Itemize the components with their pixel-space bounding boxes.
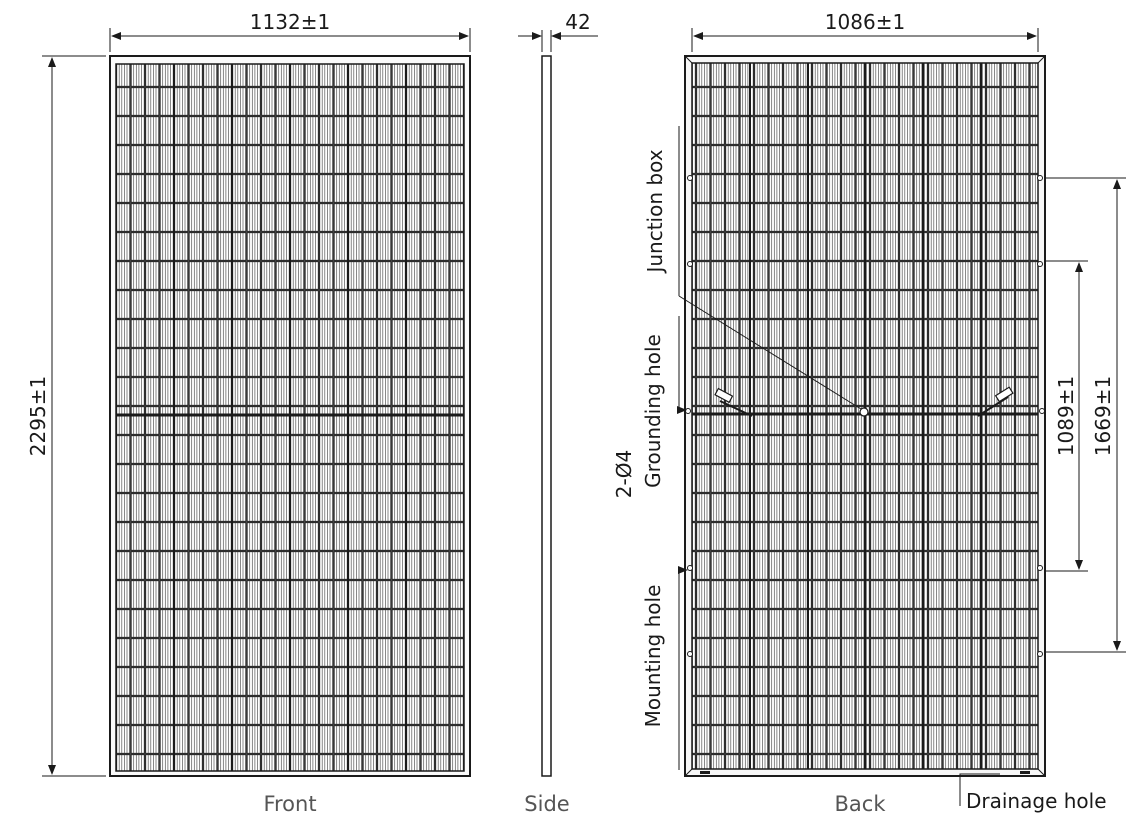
junction-box-cables: [714, 386, 1014, 417]
side-thickness-dimension: 42: [518, 10, 598, 52]
drainage-hole-icon: [700, 771, 710, 774]
mounting-hole-icon: [687, 175, 693, 181]
mounting-hole-icon: [687, 261, 693, 267]
mounting-hole-icon: [687, 565, 693, 571]
mounting-hole-icon: [687, 651, 693, 657]
height-dimension: 2295±1: [26, 55, 106, 777]
front-width-label: 1132±1: [250, 10, 330, 34]
grounding-hole-icon: [685, 408, 691, 414]
junction-box-icon: [859, 407, 869, 417]
grounding-hole-annotation: 2-Ø4 Grounding hole: [612, 316, 687, 498]
grounding-hole-icon: [1039, 408, 1045, 414]
grounding-hole-label: Grounding hole: [641, 334, 665, 488]
junction-box-label: Junction box: [643, 149, 667, 274]
mounting-hole-annotation: Mounting hole: [641, 566, 688, 770]
drainage-hole-icon: [1020, 771, 1030, 774]
mounting-hole-icon: [1037, 651, 1043, 657]
grounding-hole-qty-label: 2-Ø4: [612, 450, 636, 498]
mounting-hole-icon: [1037, 565, 1043, 571]
front-view: [109, 55, 471, 777]
back-view: [684, 55, 1046, 777]
mount-spacing-outer-label: 1669±1: [1091, 376, 1115, 456]
back-view-label: Back: [835, 792, 887, 816]
connector-right-icon: [994, 386, 1014, 403]
connector-left-icon: [714, 387, 734, 404]
back-width-label: 1086±1: [825, 10, 905, 34]
drainage-hole-label: Drainage hole: [966, 789, 1107, 813]
mounting-hole-label: Mounting hole: [641, 585, 665, 728]
front-view-label: Front: [263, 792, 316, 816]
side-thickness-label: 42: [565, 10, 590, 34]
height-label: 2295±1: [26, 376, 50, 456]
junction-box-annotation: Junction box: [643, 126, 862, 410]
mounting-hole-icon: [1037, 175, 1043, 181]
back-width-dimension: 1086±1: [691, 10, 1039, 52]
mount-spacing-inner-label: 1089±1: [1054, 376, 1078, 456]
drainage-hole-annotation: Drainage hole: [959, 773, 1107, 813]
side-view-label: Side: [524, 792, 569, 816]
mounting-hole-icon: [1037, 261, 1043, 267]
side-view: [541, 55, 552, 777]
side-frame: [541, 55, 552, 777]
mount-spacing-inner-dimension: 1089±1: [1044, 260, 1088, 572]
mount-spacing-outer-dimension: 1669±1: [1044, 177, 1126, 653]
front-width-dimension: 1132±1: [109, 10, 471, 52]
